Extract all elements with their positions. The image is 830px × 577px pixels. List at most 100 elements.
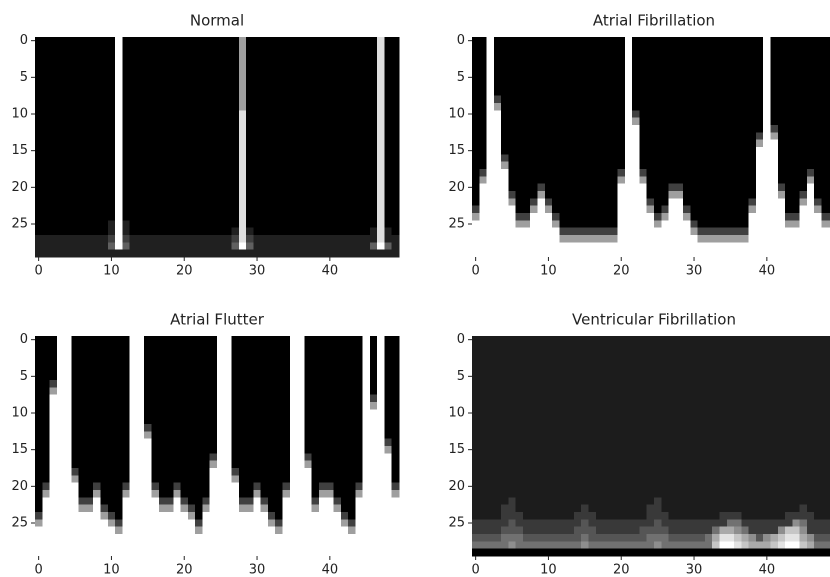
heatmap-cell <box>333 59 341 67</box>
heatmap-cell <box>370 446 378 454</box>
heatmap-cell <box>800 59 808 67</box>
heatmap-cell <box>283 424 291 432</box>
heatmap-cell <box>530 358 538 366</box>
heatmap-cell <box>122 103 130 111</box>
heatmap-cell <box>166 52 174 60</box>
heatmap-cell <box>588 343 596 351</box>
heatmap-cell <box>253 402 261 410</box>
heatmap-cell <box>567 213 575 221</box>
heatmap-cell <box>523 169 531 177</box>
heatmap-cell <box>79 505 87 513</box>
heatmap-cell <box>312 534 320 542</box>
heatmap-cell <box>108 527 116 535</box>
heatmap-cell <box>195 235 203 243</box>
heatmap-cell <box>814 140 822 148</box>
heatmap-cell <box>290 439 298 447</box>
heatmap-cell <box>64 505 72 513</box>
heatmap-cell <box>596 213 604 221</box>
heatmap-cell <box>377 96 385 104</box>
heatmap-cell <box>173 132 181 140</box>
heatmap-cell <box>312 206 320 214</box>
heatmap-cell <box>151 446 159 454</box>
heatmap-cell <box>821 176 829 184</box>
heatmap-cell <box>720 103 728 111</box>
heatmap-cell <box>115 125 123 133</box>
heatmap-cell <box>596 169 604 177</box>
heatmap-cell <box>588 118 596 126</box>
heatmap-cell <box>261 512 269 520</box>
heatmap-cell <box>57 395 65 403</box>
heatmap-cell <box>756 358 764 366</box>
heatmap-cell <box>800 81 808 89</box>
heatmap-cell <box>734 118 742 126</box>
heatmap-cell <box>392 497 400 505</box>
heatmap-cell <box>355 213 363 221</box>
heatmap-cell <box>130 512 138 520</box>
heatmap-cell <box>669 235 677 243</box>
heatmap-cell <box>319 154 327 162</box>
heatmap-cell <box>42 66 50 74</box>
heatmap-cell <box>312 483 320 491</box>
heatmap-cell <box>217 336 225 344</box>
heatmap-cell <box>42 162 50 170</box>
heatmap-cell <box>487 206 495 214</box>
heatmap-cell <box>304 402 312 410</box>
heatmap-cell <box>173 343 181 351</box>
heatmap-cell <box>246 387 254 395</box>
heatmap-cell <box>71 453 79 461</box>
heatmap-cell <box>297 206 305 214</box>
heatmap-cell <box>297 132 305 140</box>
heatmap-cell <box>494 220 502 228</box>
heatmap-cell <box>130 380 138 388</box>
heatmap-cell <box>574 140 582 148</box>
heatmap-cell <box>144 147 152 155</box>
heatmap-cell <box>57 242 65 250</box>
heatmap-cell <box>683 59 691 67</box>
heatmap-cell <box>770 140 778 148</box>
heatmap-cell <box>567 250 575 258</box>
heatmap-cell <box>603 184 611 192</box>
heatmap-cell <box>93 549 101 557</box>
heatmap-cell <box>632 206 640 214</box>
heatmap-cell <box>101 191 109 199</box>
heatmap-cell <box>253 417 261 425</box>
heatmap-cell <box>188 468 196 476</box>
heatmap-cell <box>173 534 181 542</box>
heatmap-cell <box>734 81 742 89</box>
heatmap-cell <box>173 497 181 505</box>
heatmap-cell <box>559 351 567 359</box>
heatmap-cell <box>326 59 334 67</box>
heatmap-cell <box>86 483 94 491</box>
heatmap-cell <box>159 140 167 148</box>
heatmap-cell <box>108 395 116 403</box>
heatmap-cell <box>101 483 109 491</box>
heatmap-cell <box>807 213 815 221</box>
heatmap-cell <box>246 475 254 483</box>
heatmap-cell <box>516 235 524 243</box>
heatmap-cell <box>64 424 72 432</box>
heatmap-cell <box>720 242 728 250</box>
heatmap-cell <box>253 88 261 96</box>
heatmap-cell <box>57 424 65 432</box>
heatmap-cell <box>647 125 655 133</box>
heatmap-cell <box>181 549 189 557</box>
heatmap-cell <box>392 59 400 67</box>
heatmap-cell <box>588 81 596 89</box>
heatmap-cell <box>50 490 58 498</box>
heatmap-cell <box>137 439 145 447</box>
heatmap-cell <box>253 380 261 388</box>
heatmap-cell <box>93 534 101 542</box>
heatmap-cell <box>654 154 662 162</box>
heatmap-cell <box>304 527 312 535</box>
heatmap-cell <box>384 81 392 89</box>
heatmap-cell <box>268 235 276 243</box>
heatmap-cell <box>821 81 829 89</box>
heatmap-cell <box>545 154 553 162</box>
heatmap-cell <box>195 475 203 483</box>
heatmap-cell <box>173 519 181 527</box>
heatmap-cell <box>530 132 538 140</box>
heatmap-cell <box>712 220 720 228</box>
heatmap-cell <box>770 125 778 133</box>
heatmap-cell <box>232 380 240 388</box>
heatmap-cell <box>763 154 771 162</box>
